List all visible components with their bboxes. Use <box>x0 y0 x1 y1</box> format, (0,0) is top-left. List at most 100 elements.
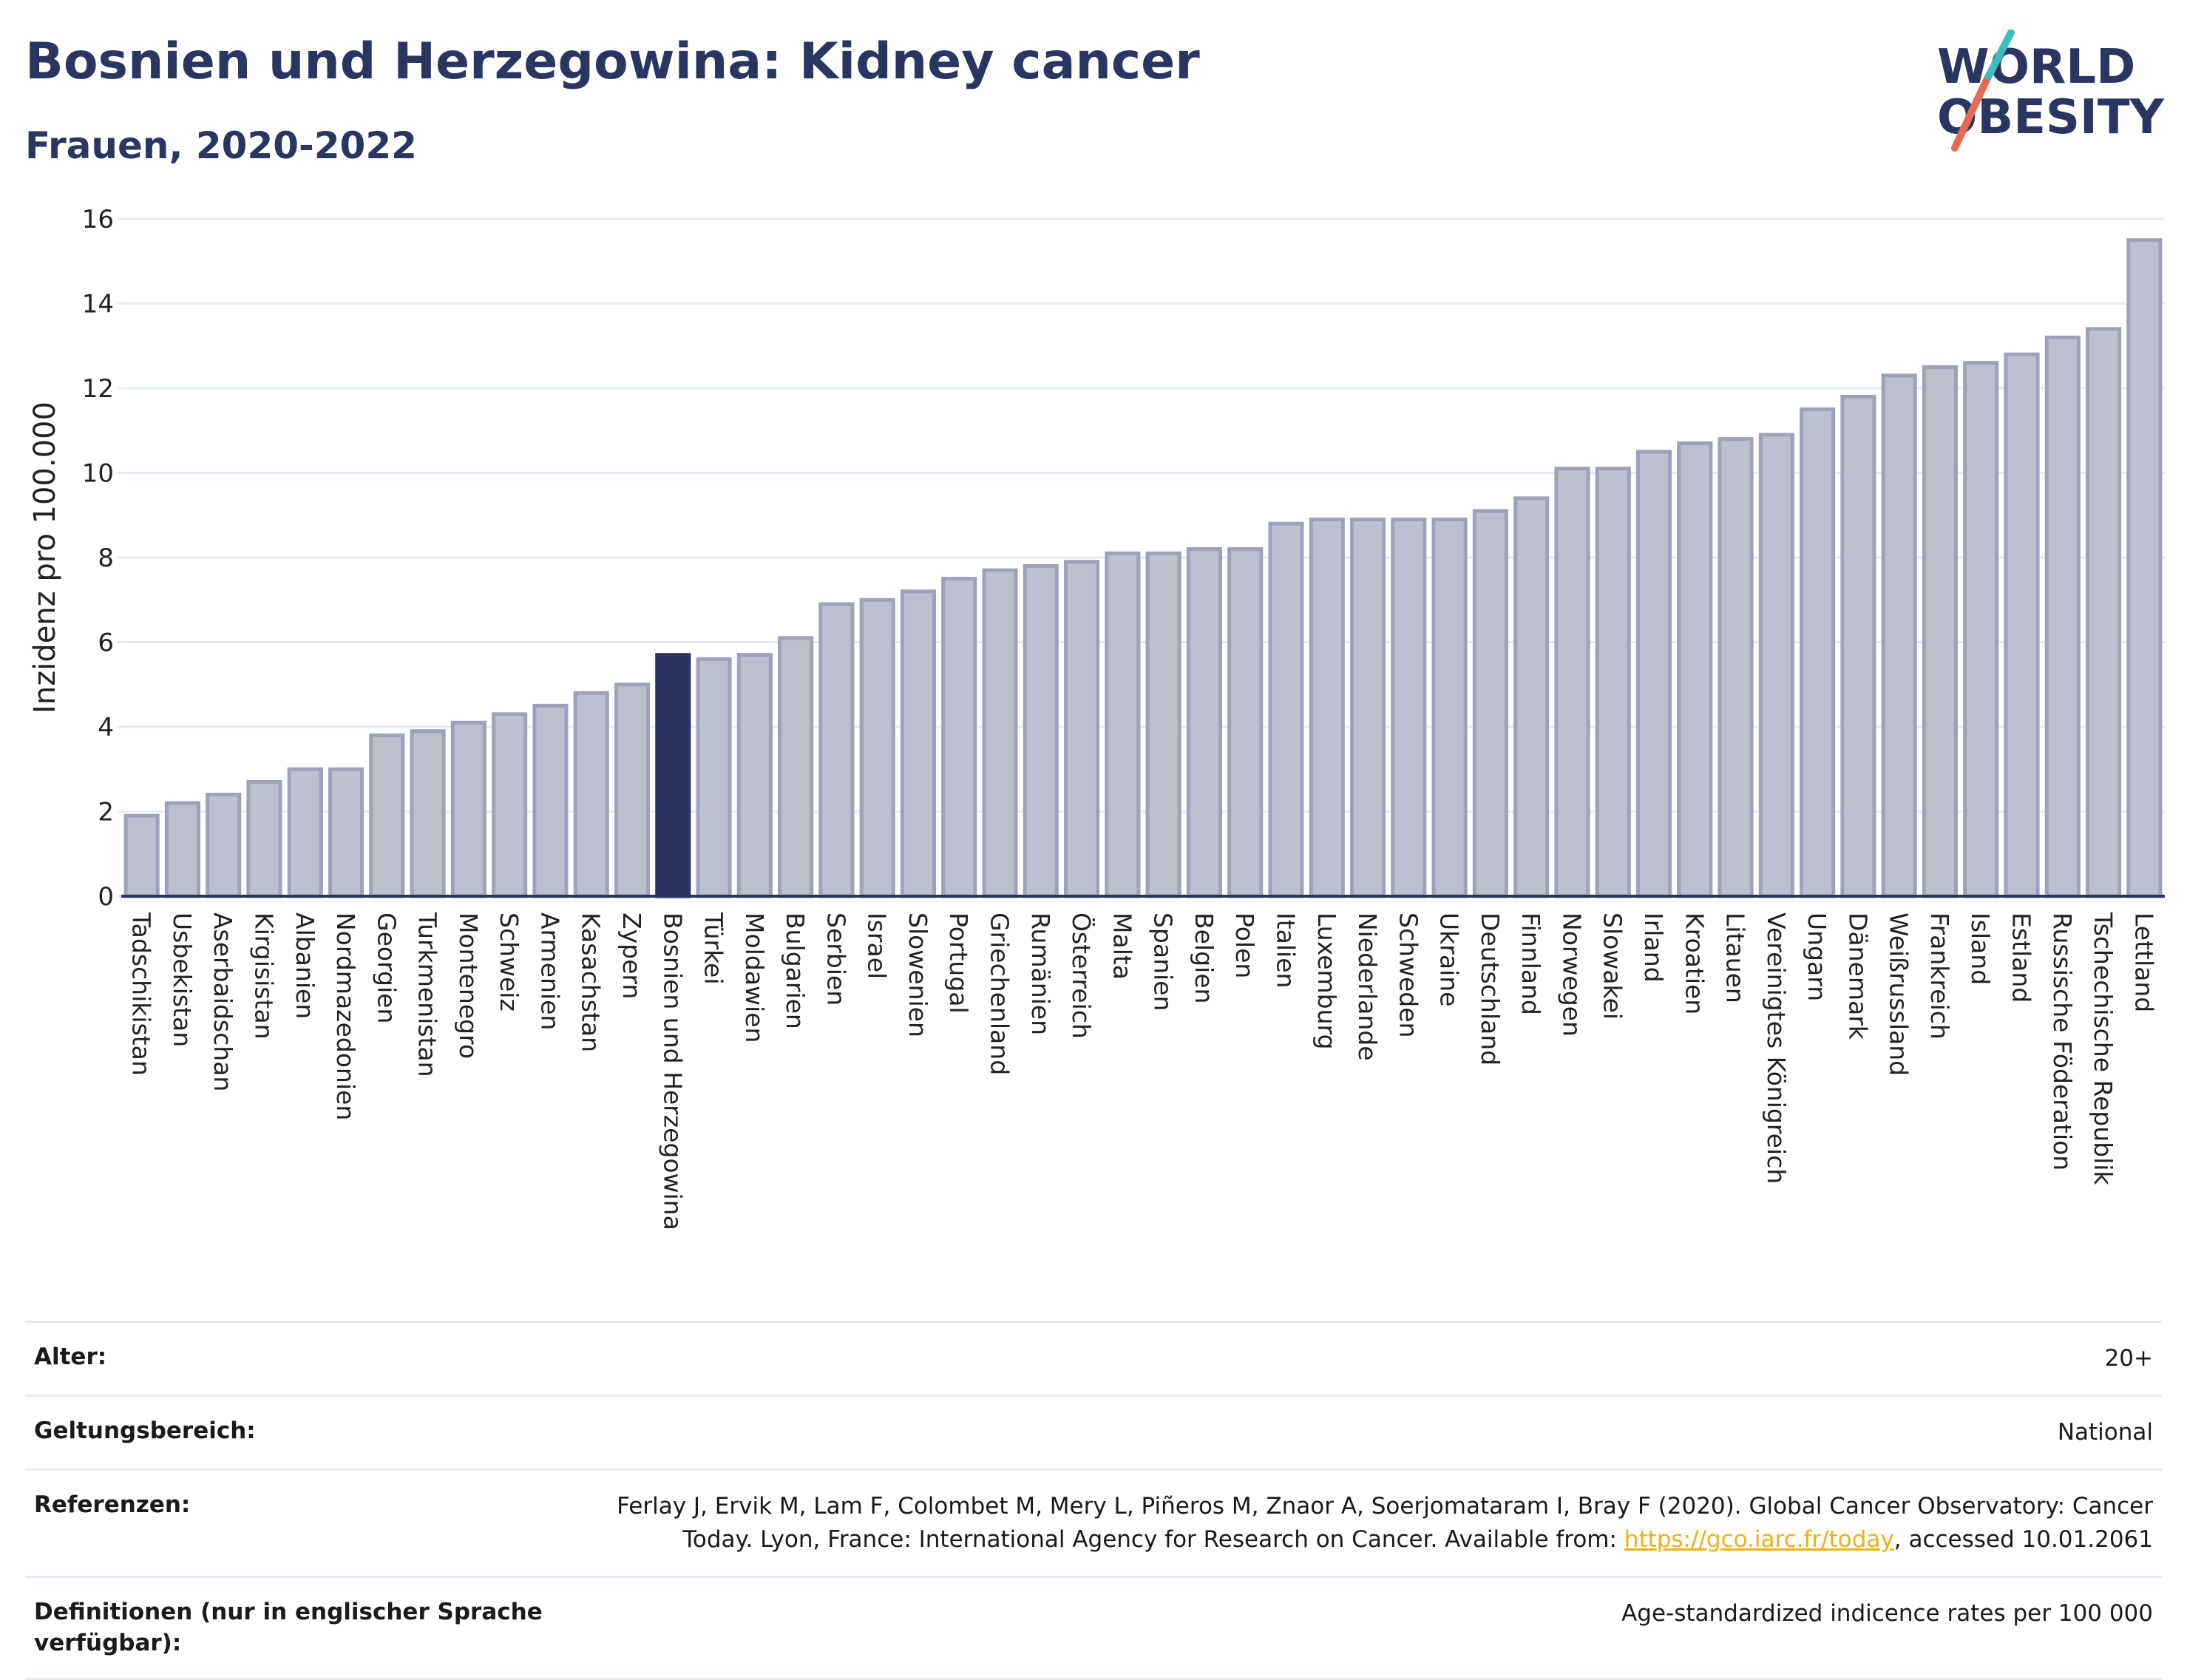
bar <box>369 733 405 898</box>
bar <box>450 720 486 898</box>
x-tick-label: Irland <box>1639 912 1668 983</box>
x-tick-label: Slowenien <box>903 912 932 1037</box>
bar <box>328 767 364 898</box>
x-tick-label: Litauen <box>1721 912 1750 1003</box>
x-tick-label: Israel <box>863 912 892 979</box>
meta-ref-text-2: , accessed 10.01.2061 <box>1893 1525 2153 1553</box>
x-tick-label: Vereinigtes Königreich <box>1762 912 1791 1184</box>
bar <box>1513 496 1550 898</box>
x-tick-label: Österreich <box>1067 912 1096 1039</box>
meta-def-value: Age-standardized indicence rates per 100… <box>1621 1599 2153 1627</box>
bar <box>1677 441 1713 898</box>
bar <box>1145 551 1181 898</box>
x-tick-label: Georgien <box>372 912 401 1023</box>
bar <box>1349 517 1386 898</box>
x-tick-label: Island <box>1966 912 1995 985</box>
bar <box>1840 394 1876 898</box>
x-tick-label: Finnland <box>1516 912 1545 1015</box>
y-tick-label: 4 <box>98 713 114 742</box>
bar <box>1881 373 1917 898</box>
x-tick-label: Kirgisistan <box>249 912 278 1040</box>
x-tick-label: Belgien <box>1190 912 1218 1003</box>
x-tick-label: Zypern <box>617 912 646 999</box>
chart-title: Bosnien und Herzegowina: Kidney cancer <box>25 33 1200 91</box>
bar <box>1800 407 1836 898</box>
x-tick-label: Kasachstan <box>577 912 606 1052</box>
bar <box>410 729 446 898</box>
meta-row-scope: Geltungsbereich: National <box>25 1394 2162 1469</box>
bar <box>736 653 773 898</box>
bar <box>1227 547 1264 898</box>
x-tick-label: Armenien <box>535 912 564 1030</box>
bar <box>573 691 609 898</box>
x-tick-label: Tadschikistan <box>127 912 156 1076</box>
x-tick-label: Frankreich <box>1925 912 1954 1040</box>
y-axis-ticks: 0 2 4 6 8 10 12 14 16 <box>82 205 114 912</box>
y-tick-label: 14 <box>82 290 114 319</box>
logo-line1: WORLD <box>1937 40 2135 95</box>
bar <box>941 577 977 898</box>
meta-age-value: 20+ <box>2104 1345 2153 1372</box>
bar <box>2086 327 2122 898</box>
bar <box>696 657 732 898</box>
bar <box>287 767 323 898</box>
meta-ref-value: Ferlay J, Ervik M, Lam F, Colombet M, Me… <box>563 1490 2153 1557</box>
x-tick-label: Schweiz <box>495 912 523 1012</box>
x-tick-label: Portugal <box>944 912 973 1014</box>
bar <box>1391 517 1427 898</box>
meta-row-definitions: Definitionen (nur in englischer Sprache … <box>25 1575 2162 1680</box>
x-tick-label: Türkei <box>699 912 728 985</box>
bar <box>2004 352 2040 898</box>
bar <box>1963 361 1999 898</box>
meta-row-age: Alter: 20+ <box>25 1321 2162 1395</box>
bar <box>900 589 937 898</box>
x-tick-label: Montenegro <box>454 912 483 1059</box>
x-tick-label: Ukraine <box>1435 912 1464 1006</box>
bar <box>1595 467 1631 898</box>
y-tick-label: 2 <box>98 798 114 827</box>
reference-link[interactable]: https://gco.iarc.fr/today <box>1624 1525 1894 1553</box>
bar <box>1064 560 1100 898</box>
metadata-table: Alter: 20+ Geltungsbereich: National Ref… <box>25 1321 2162 1680</box>
x-tick-label: Usbekistan <box>168 912 197 1047</box>
bar <box>1472 509 1508 898</box>
bar-chart: 0 2 4 6 8 10 12 14 16 Tadschikistan Usbekistan Ase… <box>28 205 2165 1230</box>
meta-scope-value: National <box>2057 1418 2153 1446</box>
x-tick-label: Ungarn <box>1803 912 1831 1001</box>
x-tick-label: Serbien <box>821 912 850 1006</box>
x-tick-label: Italien <box>1271 912 1300 988</box>
bar <box>2044 335 2081 898</box>
meta-ref-label: Referenzen: <box>34 1491 191 1518</box>
meta-age-label: Alter: <box>34 1344 107 1370</box>
x-tick-label: Lettland <box>2129 912 2158 1012</box>
y-axis-title: Inzidenz pro 100.000 <box>28 402 62 714</box>
bar <box>982 568 1018 898</box>
x-tick-label: Dänemark <box>1843 912 1872 1040</box>
x-tick-label: Russische Föderation <box>2048 912 2077 1171</box>
bar <box>778 636 814 898</box>
x-tick-label: Luxemburg <box>1312 912 1341 1049</box>
bar <box>2126 238 2163 898</box>
world-obesity-logo: WORLD OBESITY <box>1937 30 2164 152</box>
y-tick-label: 0 <box>98 882 114 912</box>
bar <box>1023 563 1059 898</box>
x-tick-label: Moldawien <box>740 912 769 1043</box>
logo-stroke-coral <box>1951 78 1990 152</box>
x-axis-labels: Tadschikistan Usbekistan Aserbaidschan Kirg… <box>127 912 2159 1230</box>
x-tick-label: Niederlande <box>1353 912 1382 1061</box>
bar <box>614 682 651 898</box>
meta-ref-text-1: Ferlay J, Ervik M, Lam F, Colombet M, Me… <box>617 1492 2153 1553</box>
meta-row-references: Referenzen: Ferlay J, Ervik M, Lam F, Co… <box>25 1468 2162 1576</box>
bar <box>532 703 569 898</box>
bar <box>1268 521 1304 898</box>
meta-def-label: Definitionen (nur in englischer Sprache … <box>34 1598 543 1656</box>
bar <box>1309 517 1345 898</box>
x-tick-label: Weißrussland <box>1885 912 1913 1076</box>
y-tick-label: 8 <box>98 543 114 573</box>
bar <box>1758 433 1794 898</box>
bar <box>1105 551 1141 898</box>
bar <box>859 597 895 898</box>
y-tick-label: 6 <box>98 629 114 658</box>
x-tick-label: Aserbaidschan <box>208 912 237 1091</box>
y-tick-label: 16 <box>82 205 114 234</box>
